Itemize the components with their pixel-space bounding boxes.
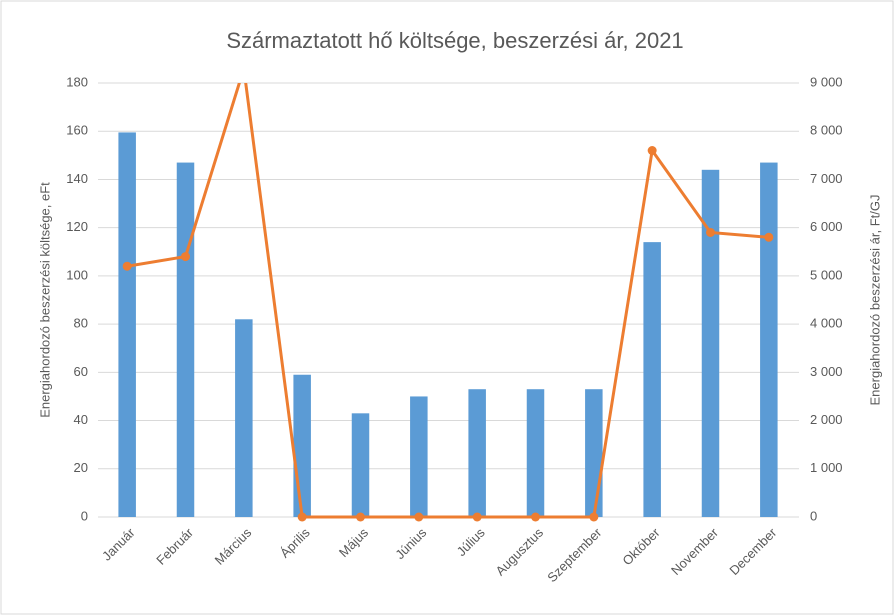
bar — [293, 374, 311, 517]
line-point — [122, 261, 132, 271]
y2-tick-label: 9 000 — [810, 74, 843, 89]
line-point — [531, 512, 540, 522]
y2-tick-label: 4 000 — [810, 316, 843, 331]
y-tick-label: 120 — [66, 219, 88, 234]
y-tick-label: 0 — [81, 508, 88, 523]
y-tick-label: 160 — [66, 123, 88, 138]
y2-tick-label: 3 000 — [810, 364, 843, 379]
y-tick-label: 180 — [66, 74, 88, 89]
line-point — [589, 512, 599, 522]
y-tick-label: 100 — [66, 267, 88, 282]
y-tick-label: 60 — [74, 364, 88, 379]
bar — [410, 396, 428, 517]
bar — [760, 162, 778, 518]
line-point — [181, 252, 190, 262]
y-tick-label: 40 — [74, 412, 88, 427]
bar — [701, 169, 720, 518]
line — [126, 83, 769, 519]
line-point — [706, 227, 715, 237]
y2-tick-label: 5 000 — [810, 267, 843, 282]
bar — [526, 389, 545, 517]
chart-title: Származtatott hő költsége, beszerzési ár… — [226, 28, 683, 53]
y2-tick-label: 8 000 — [810, 123, 843, 138]
line-series — [122, 83, 774, 522]
bar — [468, 389, 486, 517]
line-point — [472, 512, 482, 522]
line-point — [297, 512, 307, 522]
bar — [351, 413, 370, 517]
line-point — [764, 232, 774, 242]
y-tick-label: 20 — [74, 460, 88, 475]
y2-tick-label: 2 000 — [810, 412, 843, 427]
line-point — [647, 146, 657, 156]
bar — [118, 132, 136, 517]
y-tick-label: 140 — [66, 171, 88, 186]
y2-tick-label: 0 — [810, 508, 817, 523]
bar — [585, 389, 603, 517]
y2-tick-label: 1 000 — [810, 460, 843, 475]
bar — [235, 319, 253, 517]
bar — [643, 242, 661, 517]
line-point — [356, 512, 365, 522]
line-point — [414, 512, 424, 522]
y-axis-title: Energiahordozó beszerzési költsége, eFt — [37, 182, 52, 418]
bar — [176, 162, 195, 518]
y2-tick-label: 7 000 — [810, 171, 843, 186]
y2-tick-label: 6 000 — [810, 219, 843, 234]
y-tick-label: 80 — [74, 316, 88, 331]
y2-axis-title: Energiahordozó beszerzési ár, Ft/GJ — [867, 195, 882, 406]
